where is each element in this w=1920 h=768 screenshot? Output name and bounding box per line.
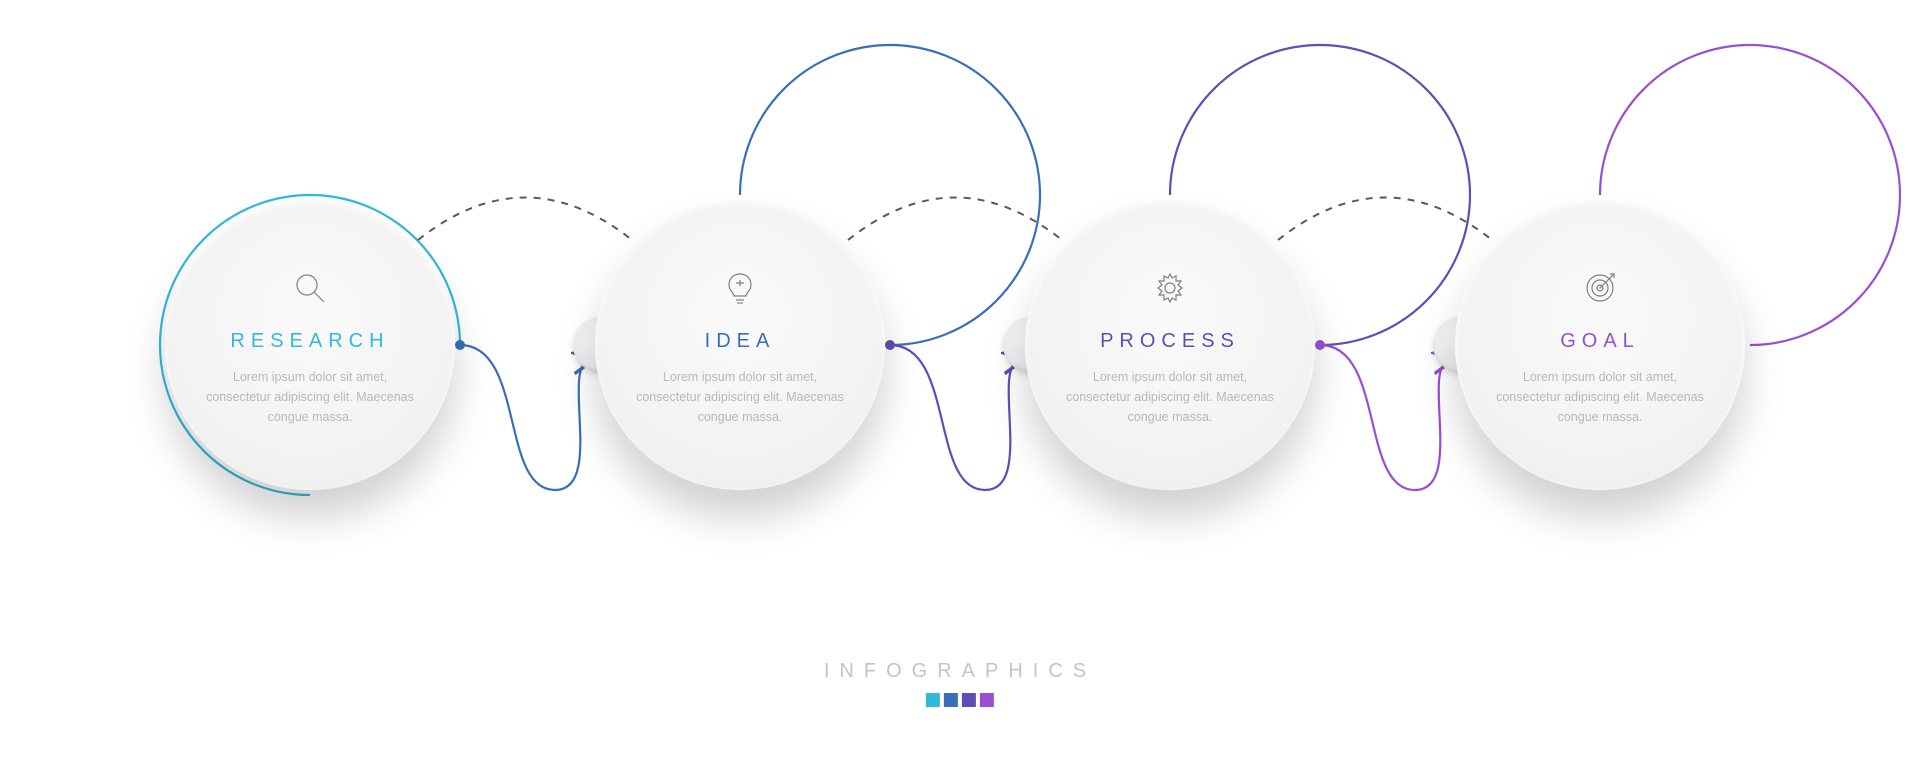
footer-title: INFOGRAPHICS	[824, 660, 1096, 683]
step-process: PROCESS Lorem ipsum dolor sit amet, cons…	[1025, 200, 1315, 490]
arrow-3-4	[1320, 345, 1450, 490]
step-desc-idea: Lorem ipsum dolor sit amet, consectetur …	[630, 367, 850, 427]
step-title-research: RESEARCH	[230, 330, 389, 353]
arrow-1-2	[460, 345, 590, 490]
search-icon	[290, 264, 330, 312]
step-title-goal: GOAL	[1560, 330, 1640, 353]
infographic-canvas: RESEARCH Lorem ipsum dolor sit amet, con…	[0, 0, 1920, 768]
arrow-2-3	[890, 345, 1020, 490]
step-idea: IDEA Lorem ipsum dolor sit amet, consect…	[595, 200, 885, 490]
connector-3-4	[1278, 198, 1492, 241]
footer: INFOGRAPHICS	[824, 660, 1096, 707]
swatch-2	[944, 693, 958, 707]
step-research: RESEARCH Lorem ipsum dolor sit amet, con…	[165, 200, 455, 490]
step-desc-research: Lorem ipsum dolor sit amet, consectetur …	[200, 367, 420, 427]
swatch-1	[926, 693, 940, 707]
footer-swatches	[824, 693, 1096, 707]
step-desc-process: Lorem ipsum dolor sit amet, consectetur …	[1060, 367, 1280, 427]
step-desc-goal: Lorem ipsum dolor sit amet, consectetur …	[1490, 367, 1710, 427]
step-goal: GOAL Lorem ipsum dolor sit amet, consect…	[1455, 200, 1745, 490]
connector-2-3	[848, 198, 1062, 241]
dot-2	[885, 340, 895, 350]
gear-icon	[1150, 264, 1190, 312]
bulb-icon	[720, 264, 760, 312]
step-title-idea: IDEA	[705, 330, 776, 353]
swatch-3	[962, 693, 976, 707]
connector-1-2	[418, 198, 632, 241]
dot-3	[1315, 340, 1325, 350]
step-title-process: PROCESS	[1100, 330, 1240, 353]
swatch-4	[980, 693, 994, 707]
dot-1	[455, 340, 465, 350]
target-icon	[1580, 264, 1620, 312]
